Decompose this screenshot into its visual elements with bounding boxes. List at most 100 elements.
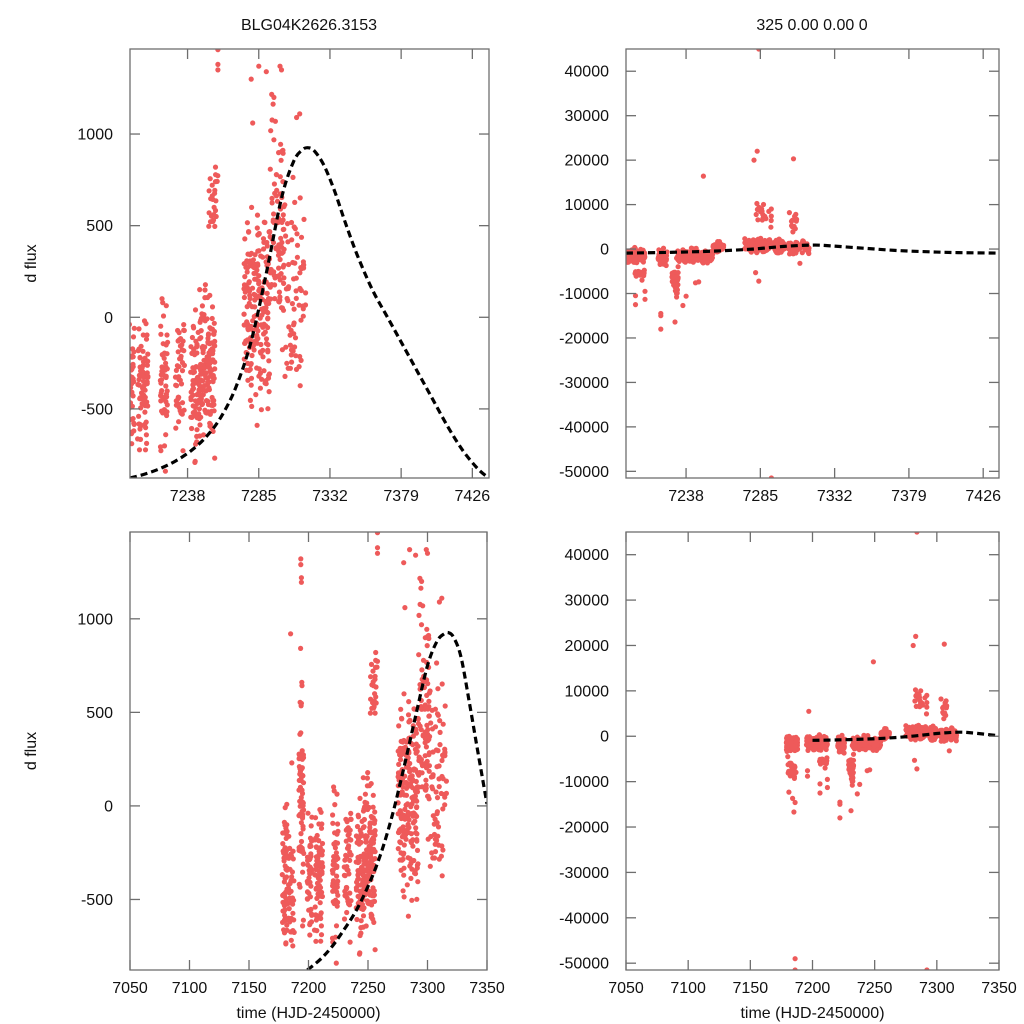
data-point: [159, 296, 165, 302]
data-point: [244, 265, 251, 271]
data-point: [854, 791, 860, 797]
data-point: [774, 242, 781, 248]
data-point: [343, 816, 349, 823]
data-point: [754, 200, 760, 207]
data-point: [197, 336, 203, 342]
data-point: [660, 245, 667, 251]
data-point: [198, 414, 204, 420]
data-point: [932, 725, 939, 732]
data-point: [413, 825, 419, 831]
data-point: [200, 378, 206, 384]
data-point: [363, 877, 369, 883]
data-point: [136, 382, 142, 388]
data-point: [806, 250, 812, 257]
data-point: [246, 280, 252, 286]
data-point: [161, 355, 167, 361]
data-point: [280, 830, 286, 836]
y-tick-label: -20000: [559, 820, 609, 837]
data-point: [258, 322, 264, 328]
data-point: [422, 729, 428, 735]
data-point: [674, 282, 681, 288]
data-point: [137, 396, 143, 402]
data-point: [917, 704, 923, 710]
data-point: [281, 850, 287, 856]
data-point: [401, 560, 407, 566]
data-point: [247, 252, 253, 258]
panel-top-right: 7238 7285 7332 7379 7426 -50000 -40000 -30000 -2…: [559, 48, 1001, 505]
data-point: [130, 393, 136, 399]
data-point: [189, 350, 195, 356]
data-point: [344, 885, 350, 891]
data-point: [251, 291, 257, 297]
data-point: [247, 397, 253, 403]
data-point: [294, 114, 300, 121]
data-point: [136, 326, 142, 332]
data-point: [164, 332, 170, 338]
data-point: [334, 831, 340, 837]
y-tick-label: 20000: [565, 638, 610, 655]
data-point: [680, 302, 686, 309]
data-point: [257, 315, 263, 321]
data-point: [368, 674, 374, 680]
data-point: [210, 331, 217, 337]
data-point: [822, 765, 828, 771]
data-point: [755, 240, 761, 246]
data-point: [943, 698, 949, 704]
data-point: [203, 358, 209, 364]
data-point: [754, 206, 761, 213]
data-point: [212, 455, 218, 461]
data-point: [941, 641, 947, 647]
x-axis-label: time (HJD-2450000): [740, 1005, 884, 1022]
data-point: [281, 262, 287, 268]
data-point: [354, 840, 360, 846]
data-point: [307, 835, 314, 841]
data-point: [792, 956, 798, 962]
y-tick-label: 30000: [565, 108, 610, 125]
data-point: [408, 875, 414, 882]
data-point: [405, 913, 411, 919]
data-point: [181, 407, 187, 413]
data-point: [364, 783, 370, 789]
data-point: [840, 744, 846, 750]
data-point: [435, 824, 442, 830]
data-point: [408, 804, 414, 810]
data-point: [176, 394, 182, 400]
data-point: [138, 343, 144, 349]
data-point: [179, 342, 185, 348]
data-point: [621, 249, 626, 254]
data-point: [402, 806, 408, 813]
data-point: [850, 757, 857, 763]
data-point: [397, 857, 403, 863]
data-point: [281, 927, 287, 933]
data-point: [139, 370, 145, 376]
data-point: [423, 777, 429, 783]
data-point: [142, 409, 148, 415]
data-point: [131, 325, 137, 331]
data-point: [285, 855, 291, 861]
data-point: [298, 357, 304, 363]
data-point: [278, 141, 284, 147]
data-point: [440, 847, 446, 853]
data-point: [427, 733, 433, 740]
data-point: [372, 710, 378, 716]
data-point: [276, 273, 282, 279]
data-point: [241, 311, 247, 317]
data-point: [370, 683, 377, 689]
data-point: [639, 277, 645, 283]
data-point: [674, 294, 680, 300]
data-point: [790, 229, 796, 235]
data-point: [424, 643, 430, 649]
data-point: [824, 776, 831, 783]
data-point: [414, 896, 420, 902]
data-point: [330, 883, 336, 889]
data-point: [753, 211, 759, 218]
data-point: [274, 187, 280, 193]
data-point: [335, 899, 341, 906]
data-point: [344, 845, 351, 851]
data-point: [205, 379, 211, 385]
data-point: [176, 419, 182, 425]
data-point: [302, 302, 309, 308]
data-point: [135, 348, 141, 354]
data-point: [658, 326, 664, 332]
data-point: [298, 562, 304, 568]
